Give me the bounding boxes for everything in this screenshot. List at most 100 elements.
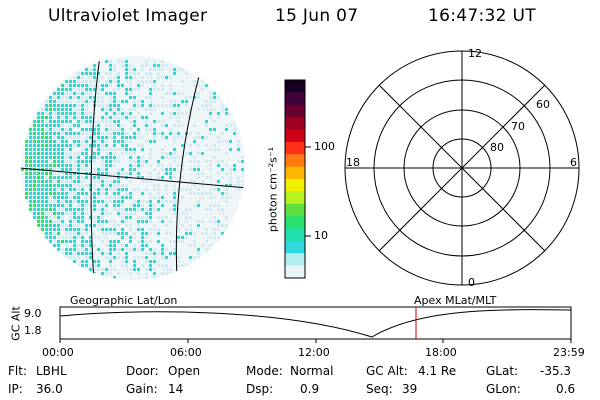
image-pixel — [129, 96, 132, 99]
image-pixel — [81, 264, 84, 267]
image-pixel — [101, 116, 104, 119]
image-pixel — [61, 224, 64, 227]
image-pixel — [65, 80, 68, 83]
image-pixel — [229, 172, 232, 175]
image-pixel — [121, 236, 124, 239]
image-pixel — [177, 260, 180, 263]
image-pixel — [85, 112, 88, 115]
image-pixel — [177, 116, 180, 119]
image-pixel — [125, 116, 128, 119]
image-pixel — [153, 208, 156, 211]
altitude-axis-label: GC Alt — [9, 306, 23, 341]
image-pixel — [73, 164, 76, 167]
image-pixel — [141, 104, 144, 107]
image-pixel — [65, 240, 68, 243]
image-pixel — [85, 80, 88, 83]
image-pixel — [185, 100, 188, 103]
image-pixel — [193, 240, 196, 243]
image-pixel — [77, 116, 80, 119]
image-pixel — [109, 156, 112, 159]
image-pixel — [89, 140, 92, 143]
image-pixel — [209, 164, 212, 167]
image-pixel — [157, 104, 160, 107]
image-pixel — [65, 120, 68, 123]
image-pixel — [85, 164, 88, 167]
image-pixel — [57, 160, 60, 163]
image-pixel — [69, 88, 72, 91]
image-pixel — [165, 248, 168, 251]
observation-time: 16:47:32 UT — [428, 6, 536, 26]
image-pixel — [101, 164, 104, 167]
image-pixel — [185, 152, 188, 155]
time-tick-label: 23:59 — [553, 346, 585, 359]
image-pixel — [173, 188, 176, 191]
image-pixel — [65, 88, 68, 91]
image-pixel — [133, 116, 136, 119]
image-pixel — [141, 144, 144, 147]
image-pixel — [189, 96, 192, 99]
image-pixel — [157, 132, 160, 135]
image-pixel — [177, 164, 180, 167]
image-pixel — [193, 156, 196, 159]
image-pixel — [137, 224, 140, 227]
image-pixel — [93, 144, 96, 147]
image-pixel — [109, 176, 112, 179]
image-pixel — [125, 132, 128, 135]
image-pixel — [197, 108, 200, 111]
image-pixel — [85, 84, 88, 87]
image-pixel — [73, 208, 76, 211]
image-pixel — [145, 124, 148, 127]
image-pixel — [205, 100, 208, 103]
image-pixel — [117, 160, 120, 163]
image-pixel — [85, 144, 88, 147]
image-pixel — [33, 180, 36, 183]
image-pixel — [181, 144, 184, 147]
image-pixel — [217, 136, 220, 139]
image-pixel — [105, 176, 108, 179]
image-pixel — [157, 252, 160, 255]
image-pixel — [121, 228, 124, 231]
image-pixel — [25, 168, 28, 171]
image-pixel — [141, 192, 144, 195]
image-pixel — [217, 116, 220, 119]
image-pixel — [181, 124, 184, 127]
image-pixel — [133, 212, 136, 215]
image-pixel — [121, 220, 124, 223]
image-pixel — [89, 176, 92, 179]
image-pixel — [69, 240, 72, 243]
image-pixel — [189, 232, 192, 235]
image-pixel — [97, 144, 100, 147]
image-pixel — [181, 168, 184, 171]
image-pixel — [61, 216, 64, 219]
image-pixel — [45, 192, 48, 195]
image-pixel — [173, 208, 176, 211]
image-pixel — [157, 164, 160, 167]
image-pixel — [181, 176, 184, 179]
image-pixel — [169, 104, 172, 107]
image-pixel — [69, 196, 72, 199]
image-pixel — [197, 188, 200, 191]
image-pixel — [173, 104, 176, 107]
image-pixel — [61, 200, 64, 203]
image-pixel — [21, 168, 24, 171]
image-pixel — [217, 172, 220, 175]
image-pixel — [185, 112, 188, 115]
image-pixel — [41, 220, 44, 223]
image-pixel — [41, 120, 44, 123]
image-pixel — [37, 120, 40, 123]
image-pixel — [97, 168, 100, 171]
colorbar-band — [285, 179, 305, 192]
image-pixel — [113, 172, 116, 175]
image-pixel — [141, 256, 144, 259]
image-pixel — [161, 248, 164, 251]
image-pixel — [173, 252, 176, 255]
image-pixel — [61, 112, 64, 115]
image-pixel — [29, 196, 32, 199]
image-pixel — [145, 276, 148, 279]
image-pixel — [61, 152, 64, 155]
image-pixel — [197, 92, 200, 95]
image-pixel — [29, 148, 32, 151]
image-pixel — [73, 136, 76, 139]
image-pixel — [109, 64, 112, 67]
image-pixel — [229, 184, 232, 187]
